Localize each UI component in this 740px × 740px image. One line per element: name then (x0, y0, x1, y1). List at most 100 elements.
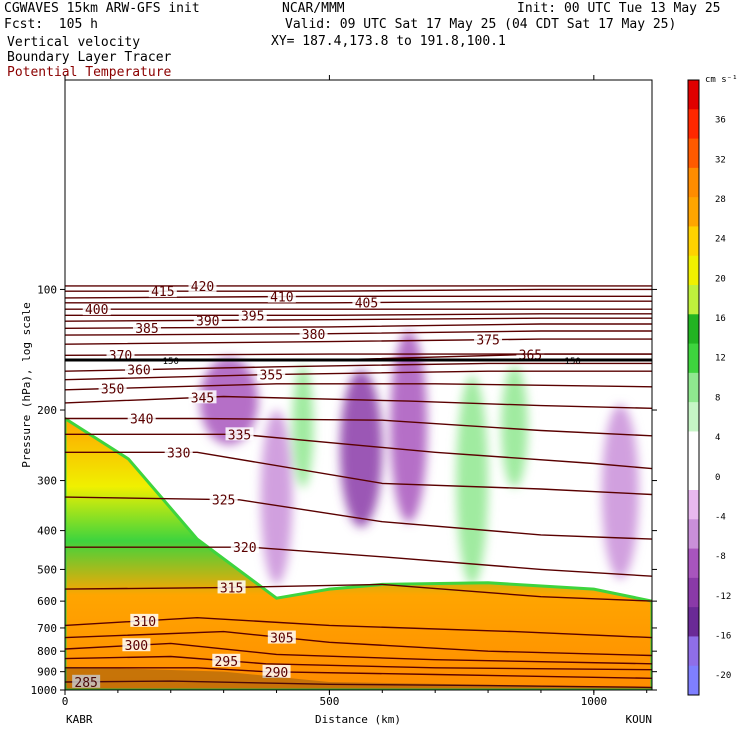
colorbar-swatch (688, 372, 699, 403)
w-cell-6 (601, 404, 639, 579)
colorbar-swatch (688, 80, 699, 110)
isentrope-label-bg (193, 313, 222, 327)
isentrope-label-355: 355 (260, 369, 283, 384)
isentrope-label-330: 330 (167, 446, 190, 461)
isentrope-315 (65, 583, 652, 602)
w-cell-3 (292, 365, 314, 488)
header-forecast: Fcst: 105 h (4, 17, 98, 32)
isentrope-label-bg (257, 367, 286, 381)
colorbar-label: -16 (715, 631, 731, 641)
isentrope-label-395: 395 (241, 309, 264, 324)
x-endpoint-left: KABR (66, 713, 93, 726)
y-tick-label: 300 (37, 475, 57, 488)
plot-frame (64, 79, 653, 691)
isentrope-label-360: 360 (127, 364, 150, 379)
isentrope-label-bg (72, 674, 101, 688)
isentrope-375 (65, 338, 652, 345)
colorbar-swatch (688, 402, 699, 432)
y-axis-label: Pressure (hPa), log scale (20, 302, 33, 468)
isentrope-label-350: 350 (101, 382, 124, 397)
header-model: CGWAVES 15km ARW-GFS init (4, 1, 200, 16)
colorbar-label: -8 (715, 552, 726, 562)
y-tick-label: 900 (37, 666, 57, 679)
isentrope-label-375: 375 (476, 334, 499, 349)
isentrope-label-335: 335 (228, 428, 251, 443)
colorbar-swatch (688, 138, 699, 169)
colorbar-swatch (688, 607, 699, 637)
isentrope-label-300: 300 (125, 639, 148, 654)
isentrope-label-bg (267, 289, 296, 303)
colorbar-swatch (688, 431, 699, 462)
colorbar-label: -20 (715, 671, 731, 681)
terrain (65, 666, 652, 690)
w-cell-5 (501, 365, 528, 488)
isentrope-305 (65, 630, 652, 657)
x-tick-label: 1000 (581, 695, 608, 708)
colorbar-swatch (688, 314, 699, 345)
pressure-150-label: 150 (163, 357, 179, 367)
isentrope-label-345: 345 (191, 391, 214, 406)
isentrope-325 (65, 496, 652, 540)
w-cell-7 (260, 410, 293, 585)
x-endpoint-right: KOUN (626, 713, 653, 726)
header-valid: Valid: 09 UTC Sat 17 May 25 (04 CDT Sat … (285, 17, 677, 32)
isentrope-label-bg (238, 308, 267, 322)
y-tick-label: 500 (37, 563, 57, 576)
isentrope-label-bg (148, 284, 177, 298)
x-tick-label: 500 (319, 695, 339, 708)
isentrope-label-bg (217, 580, 246, 594)
y-tick-label: 1000 (31, 684, 58, 697)
colorbar-swatch (688, 548, 699, 579)
isentrope-350 (65, 383, 652, 391)
isentrope-label-bg (230, 540, 259, 554)
isentrope-label-bg (209, 492, 238, 506)
isentrope-label-400: 400 (85, 303, 108, 318)
colorbar-label: 32 (715, 155, 726, 165)
y-tick-label: 400 (37, 525, 57, 538)
isentrope-405 (65, 300, 652, 304)
isentrope-label-320: 320 (233, 541, 256, 556)
x-axis: 0 500 1000 (62, 75, 648, 708)
colorbar-label: -4 (715, 512, 726, 522)
isentrope-label-295: 295 (215, 655, 238, 670)
colorbar-swatch (688, 460, 699, 491)
isentrope-label-415: 415 (151, 285, 174, 300)
header-init: Init: 00 UTC Tue 13 May 25 (517, 1, 721, 16)
isentrope-label-bg (125, 362, 154, 376)
y-tick-label: 800 (37, 645, 57, 658)
pressure-150-label: 150 (565, 357, 581, 367)
isentrope-label-380: 380 (302, 328, 325, 343)
header-org: NCAR/MMM (282, 1, 345, 16)
colorbar-label: 24 (715, 235, 726, 245)
x-tick-label: 0 (62, 695, 69, 708)
isentrope-360 (65, 362, 652, 372)
isentrope-label-bg (188, 278, 217, 292)
colorbar-swatch (688, 167, 699, 198)
isentrope-380 (65, 330, 652, 336)
isentrope-label-bg (262, 664, 291, 678)
colorbar-label: 20 (715, 274, 726, 284)
colorbar-swatch (688, 665, 699, 696)
isentrope-label-290: 290 (265, 666, 288, 681)
isentrope-320 (65, 546, 652, 577)
isentrope-label-bg (98, 381, 127, 395)
colorbar-frame (687, 79, 700, 696)
colorbar: 36 32 28 24 20 16 12 8 4 0 -4 -8 -12 -16 -20 (687, 79, 731, 696)
boundary-layer-tracer (65, 416, 652, 690)
isentrope-label-bg (127, 411, 156, 425)
isentrope-label-285: 285 (74, 676, 97, 691)
isentrope-345 (65, 395, 652, 409)
isentrope-label-310: 310 (133, 615, 156, 630)
isentrope-label-bg (225, 427, 254, 441)
isentrope-label-385: 385 (135, 322, 158, 337)
isentrope-label-315: 315 (220, 581, 243, 596)
isentrope-label-410: 410 (270, 291, 293, 306)
isentrope-285 (65, 680, 652, 689)
isentrope-label-bg (212, 653, 241, 667)
colorbar-swatch (688, 490, 699, 520)
colorbar-label: 16 (715, 314, 726, 324)
header-xy: XY= 187.4,173.8 to 191.8,100.1 (271, 34, 506, 49)
isentrope-335 (65, 433, 652, 470)
isentrope-label-390: 390 (196, 314, 219, 329)
